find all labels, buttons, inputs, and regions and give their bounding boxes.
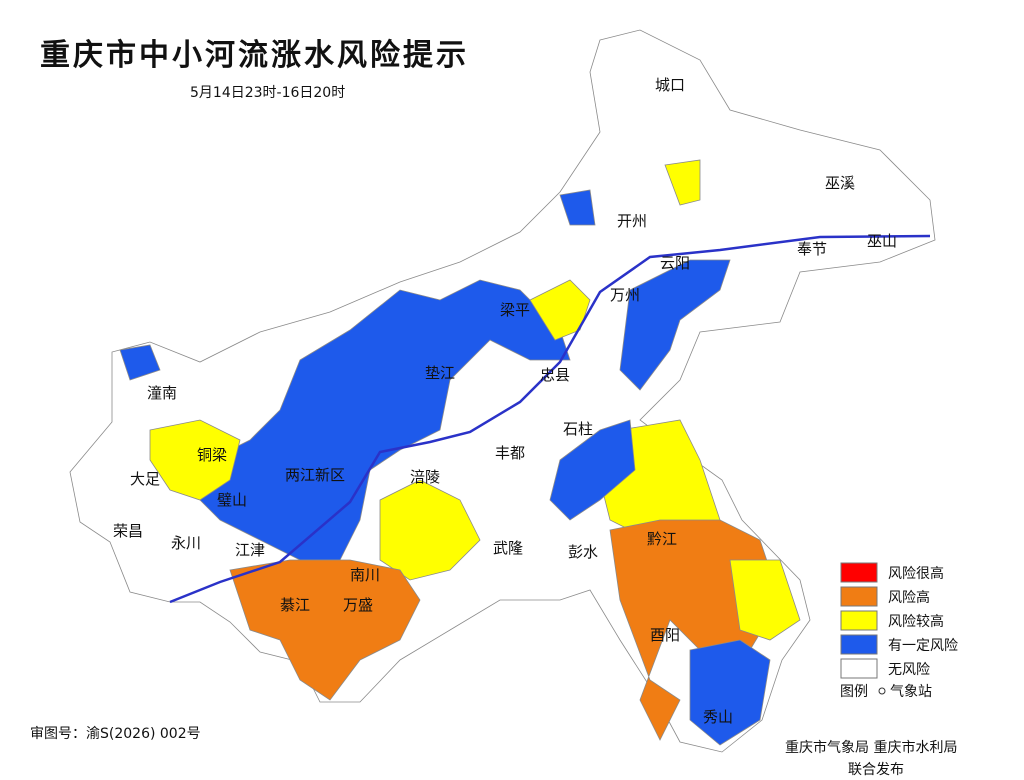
legend-swatch xyxy=(840,586,878,607)
publisher-line2: 联合发布 xyxy=(848,762,904,778)
risk-region xyxy=(379,479,481,581)
place-label: 永川 xyxy=(171,534,201,552)
risk-region xyxy=(149,419,241,501)
legend-station: 气象站 xyxy=(890,684,932,700)
place-label: 涪陵 xyxy=(410,468,440,486)
place-label: 彭水 xyxy=(568,543,598,561)
place-label: 开州 xyxy=(617,212,647,230)
legend-label: 风险高 xyxy=(888,589,930,606)
place-label: 秀山 xyxy=(703,708,733,726)
place-label: 黔江 xyxy=(647,530,677,548)
risk-region xyxy=(549,419,636,521)
legend-label: 风险很高 xyxy=(888,565,944,582)
place-label: 大足 xyxy=(130,470,160,488)
place-label: 綦江 xyxy=(280,596,310,614)
place-label: 忠县 xyxy=(540,366,570,384)
place-label: 城口 xyxy=(655,76,685,94)
legend-caption: 图例 xyxy=(840,684,868,700)
subtitle: 5月14日23时-16日20时 xyxy=(190,85,345,101)
risk-region xyxy=(559,189,596,226)
legend-label: 风险较高 xyxy=(888,613,944,630)
place-label: 万盛 xyxy=(343,596,373,614)
legend-swatch xyxy=(840,610,878,631)
publisher: 重庆市气象局 重庆市水利局 xyxy=(785,739,957,756)
place-label: 奉节 xyxy=(797,240,827,258)
place-label: 云阳 xyxy=(660,254,690,272)
risk-region xyxy=(229,559,421,701)
place-label: 荣昌 xyxy=(113,522,143,540)
risk-region xyxy=(619,259,731,391)
place-label: 南川 xyxy=(350,566,380,584)
place-label: 潼南 xyxy=(147,384,177,402)
river xyxy=(169,234,931,604)
place-label: 丰都 xyxy=(495,444,525,462)
legend-label: 有一定风险 xyxy=(888,638,958,654)
legend-label: 无风险 xyxy=(888,662,930,678)
place-label: 巫溪 xyxy=(825,174,855,192)
place-label: 石柱 xyxy=(563,420,593,438)
place-label: 巫山 xyxy=(867,232,897,250)
risk-region xyxy=(529,279,591,341)
station-symbol xyxy=(878,687,886,695)
legend-swatch xyxy=(840,562,878,583)
place-labels: 城口 巫溪 开州 云阳 奉节 巫山 万州 梁平 忠县 垫江 石柱 丰都 涪陵 潼… xyxy=(113,76,897,726)
place-label: 江津 xyxy=(235,541,265,559)
risk-region xyxy=(729,559,801,641)
map-number: 审图号：渝S(2026) 002号 xyxy=(30,726,201,742)
risk-region xyxy=(664,159,701,206)
risk-region xyxy=(689,639,771,746)
risk-region xyxy=(119,344,161,381)
place-label: 酉阳 xyxy=(650,626,680,644)
place-label: 两江新区 xyxy=(285,466,345,484)
place-label: 璧山 xyxy=(217,491,247,509)
place-label: 铜梁 xyxy=(197,446,227,464)
legend-swatch xyxy=(840,658,878,679)
legend-swatch xyxy=(840,634,878,655)
place-label: 梁平 xyxy=(500,301,530,319)
place-label: 武隆 xyxy=(493,539,523,557)
place-label: 垫江 xyxy=(425,364,455,382)
place-label: 万州 xyxy=(610,286,640,304)
title: 重庆市中小河流涨水风险提示 xyxy=(40,38,469,73)
